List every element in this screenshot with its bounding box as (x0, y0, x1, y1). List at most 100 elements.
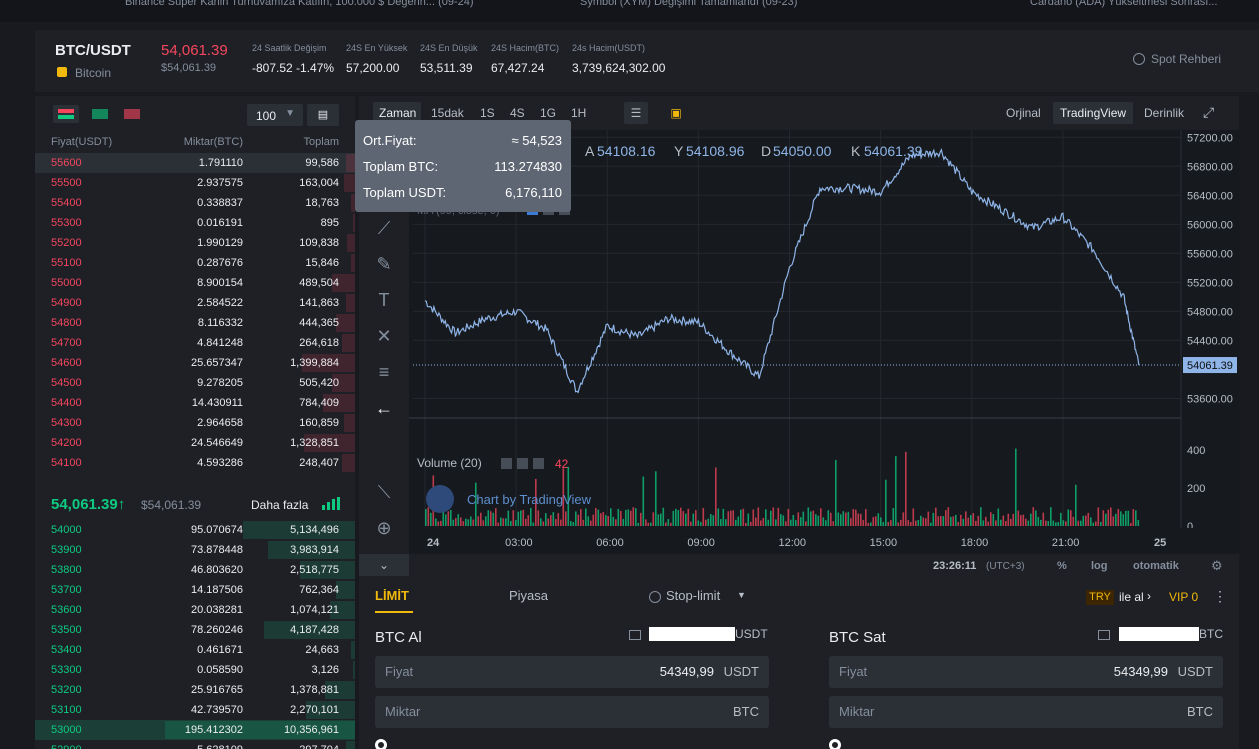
ask-row[interactable]: 55200 1.990129 109,838 (35, 233, 355, 253)
ruler-icon[interactable]: ⟍ (377, 482, 391, 502)
view-depth[interactable]: Derinlik (1144, 106, 1185, 120)
interval-1h[interactable]: 1S (480, 106, 495, 120)
chart-scale-option[interactable]: otomatik (1133, 560, 1180, 572)
grouping-icon[interactable]: ▤ (307, 104, 339, 126)
ask-row[interactable]: 54500 9.278205 505,420 (35, 373, 355, 393)
buy-slider-handle[interactable] (375, 739, 387, 749)
bitcoin-icon (57, 67, 67, 77)
depth-bar (345, 294, 355, 312)
bid-row[interactable]: 53700 14.187506 762,364 (35, 580, 355, 600)
chart-settings-icon[interactable]: ⚙ (1211, 559, 1223, 574)
ask-row[interactable]: 54900 2.584522 141,863 (35, 293, 355, 313)
volume-bar (585, 508, 587, 526)
sell-price-field[interactable]: Fiyat 54349,99 USDT (829, 656, 1223, 688)
bid-row[interactable]: 53300 0.058590 3,126 (35, 660, 355, 680)
bid-row[interactable]: 54000 95.070674 5,134,496 (35, 520, 355, 540)
eye-icon[interactable] (501, 458, 512, 469)
price-chart[interactable]: 57200.00 56800.00 56400.00 56000.00 55600.00… (409, 130, 1239, 576)
ask-row[interactable]: 54300 2.964658 160,859 (35, 413, 355, 433)
row-price: 54700 (51, 337, 82, 349)
bid-row[interactable]: 53400 0.461671 24,663 (35, 640, 355, 660)
info-icon[interactable] (649, 591, 661, 603)
view-tradingview[interactable]: TradingView (1060, 106, 1127, 120)
book-view-both-icon[interactable] (53, 105, 79, 123)
brush-icon[interactable]: ✎ (376, 254, 392, 274)
indicator-settings-icon[interactable]: ☰ (624, 102, 648, 124)
tab-market[interactable]: Piyasa (509, 588, 549, 603)
spot-guide-link[interactable]: Spot Rehberi (1151, 52, 1222, 66)
buy-amount-field[interactable]: Miktar BTC (375, 696, 769, 728)
ask-row[interactable]: 55500 2.937575 163,004 (35, 173, 355, 193)
announcement-item[interactable]: Cardano (ADA) Yükseltmesi Sonrası... (1030, 0, 1218, 8)
sell-slider-handle[interactable] (829, 739, 841, 749)
volume-bar (760, 520, 762, 526)
ask-row[interactable]: 55400 0.338837 18,763 (35, 193, 355, 213)
interval-4h[interactable]: 4S (510, 106, 525, 120)
ask-row[interactable]: 55100 0.287676 15,846 (35, 253, 355, 273)
sell-amount-field[interactable]: Miktar BTC (829, 696, 1223, 728)
book-view-bids-icon[interactable] (87, 105, 113, 123)
ask-row[interactable]: 54400 14.430911 784,409 (35, 393, 355, 413)
chart-notes-icon[interactable]: ▣ (670, 106, 682, 120)
ask-row[interactable]: 54700 4.841248 264,618 (35, 333, 355, 353)
ask-row[interactable]: 55000 8.900154 489,504 (35, 273, 355, 293)
bid-row[interactable]: 53100 42.739570 2,270,101 (35, 700, 355, 720)
text-icon[interactable]: T (378, 290, 390, 310)
ask-row[interactable]: 55600 1.791110 99,586 (35, 153, 355, 173)
chart-scale-option[interactable]: % (1057, 560, 1067, 572)
ask-row[interactable]: 55300 0.016191 895 (35, 213, 355, 233)
chart-scale-option[interactable]: log (1091, 560, 1108, 572)
fullscreen-icon[interactable]: ⤢ (1203, 104, 1215, 120)
tab-limit[interactable]: LİMİT (375, 588, 409, 603)
bid-row[interactable]: 53000 195.412302 10,356,961 (35, 720, 355, 740)
mid-price[interactable]: 54,061.39↑ (51, 496, 126, 513)
volume-bar (830, 512, 832, 526)
more-menu-icon[interactable]: ⋮ (1213, 588, 1227, 604)
close-icon[interactable] (533, 458, 544, 469)
announcement-item[interactable]: Binance Süper Kahin Turnuvamıza Katılın,… (125, 0, 474, 8)
gear-icon[interactable] (517, 458, 528, 469)
bid-row[interactable]: 53900 73.878448 3,983,914 (35, 540, 355, 560)
buy-price-unit: USDT (723, 664, 759, 679)
bid-row[interactable]: 53500 78.260246 4,187,428 (35, 620, 355, 640)
signal-bars-icon[interactable] (322, 497, 340, 510)
bid-row[interactable]: 53600 20.038281 1,074,121 (35, 600, 355, 620)
book-view-asks-icon[interactable] (119, 105, 145, 123)
volume-bar (1017, 510, 1020, 526)
ask-row[interactable]: 54600 25.657347 1,399,884 (35, 353, 355, 373)
interval-15m[interactable]: 15dak (431, 106, 464, 120)
pair-title[interactable]: BTC/USDT (55, 42, 131, 59)
trend-line-icon[interactable]: ⟋ (377, 218, 391, 238)
volume-bar (615, 519, 617, 526)
interval-time[interactable]: Zaman (379, 106, 417, 120)
bid-row[interactable]: 52900 5.628109 297,704 (35, 740, 355, 749)
announcement-item[interactable]: Symbol (XYM) Değişimi Tamamlandı (09-23) (580, 0, 798, 8)
ask-row[interactable]: 54800 8.116332 444,365 (35, 313, 355, 333)
buy-with-link[interactable]: ile al (1119, 590, 1144, 604)
view-original[interactable]: Orjinal (1006, 106, 1041, 120)
bid-row[interactable]: 53800 46.803620 2,518,775 (35, 560, 355, 580)
arrow-left-icon[interactable]: ← (375, 398, 393, 418)
depth-select[interactable]: 100 ▼ (247, 104, 303, 126)
ask-row[interactable]: 54200 24.546649 1,328,851 (35, 433, 355, 453)
y-tick-label: 54400.00 (1187, 335, 1233, 347)
volume-bar (1065, 521, 1067, 526)
volume-bar (1072, 516, 1075, 526)
measure-lines-icon[interactable]: ≡ (378, 362, 390, 382)
buy-price-field[interactable]: Fiyat 54349,99 USDT (375, 656, 769, 688)
interval-1w[interactable]: 1H (571, 106, 587, 120)
collapse-toolbar-icon[interactable]: ⌄ (359, 554, 409, 576)
coin-name[interactable]: Bitcoin (75, 66, 112, 80)
bid-row[interactable]: 53200 25.916765 1,378,881 (35, 680, 355, 700)
zoom-in-icon[interactable]: ⊕ (376, 518, 392, 538)
vip-badge[interactable]: VIP 0 (1169, 590, 1199, 604)
tab-stop-limit[interactable]: Stop-limit (666, 588, 721, 603)
trade-panel: LİMİT Piyasa Stop-limit ▼ TRY ile al › V… (359, 576, 1239, 749)
volume-bar (1027, 520, 1030, 526)
volume-bar (1085, 515, 1087, 526)
ask-row[interactable]: 54100 4.593286 248,407 (35, 453, 355, 473)
pattern-icon[interactable]: ✕ (376, 326, 392, 346)
try-badge[interactable]: TRY (1086, 590, 1114, 605)
more-link[interactable]: Daha fazla (251, 498, 309, 512)
interval-1d[interactable]: 1G (540, 106, 557, 120)
